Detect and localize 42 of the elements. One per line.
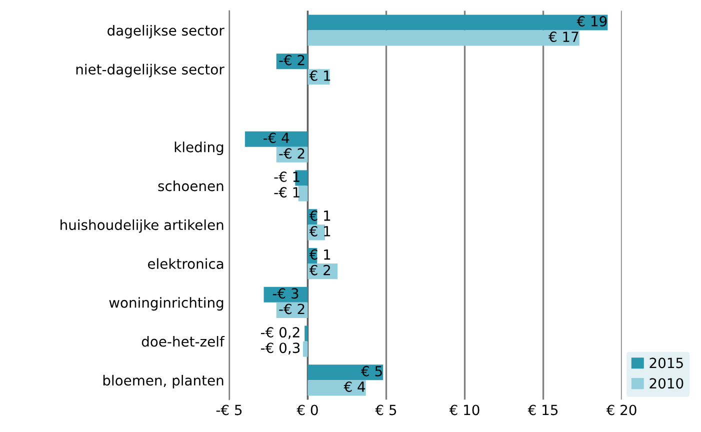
- y-tick-label: huishoudelijke artikelen: [60, 219, 224, 233]
- legend-label: 2015: [650, 358, 683, 368]
- y-tick-label: doe-het-zelf: [142, 336, 225, 347]
- bar: [308, 30, 580, 46]
- data-label: € 1: [309, 226, 330, 236]
- y-tick-label: woninginrichting: [109, 297, 224, 311]
- bar: [308, 364, 384, 380]
- y-tick-label: kleding: [174, 142, 224, 156]
- data-label: -€ 4: [263, 132, 290, 144]
- data-label: -€ 1: [274, 187, 300, 198]
- y-tick-label: schoenen: [158, 180, 224, 192]
- bar: [298, 186, 308, 202]
- y-tick-label: dagelijkse sector: [108, 24, 224, 38]
- data-label: € 17: [548, 32, 578, 42]
- y-tick-label: elektronica: [148, 258, 224, 269]
- x-tick-label: € 0: [296, 404, 318, 416]
- data-label: € 19: [576, 16, 607, 26]
- data-label: € 2: [309, 264, 330, 276]
- data-label: -€ 3: [272, 288, 298, 299]
- data-label: -€ 2: [279, 54, 304, 66]
- y-tick-label: niet-dagelijkse sector: [76, 64, 224, 78]
- data-label: -€ 0,2: [261, 327, 300, 339]
- x-tick-label: € 10: [449, 404, 480, 416]
- bar: [244, 131, 308, 147]
- data-label: € 1: [309, 70, 330, 81]
- bar: [303, 341, 308, 357]
- x-tick-label: € 15: [528, 404, 558, 416]
- bar: [304, 326, 308, 342]
- bar: [308, 380, 366, 396]
- x-tick-label: -€ 5: [216, 404, 242, 416]
- data-label: € 5: [361, 366, 382, 376]
- bar: [308, 14, 608, 30]
- bar: [308, 224, 326, 240]
- data-label: -€ 2: [279, 304, 304, 314]
- y-tick-label: bloemen, planten: [103, 374, 224, 388]
- x-tick-label: € 20: [606, 404, 636, 416]
- data-label: € 4: [344, 381, 366, 392]
- legend-label: 2010: [650, 378, 684, 389]
- data-label: -€ 0,3: [261, 342, 300, 355]
- data-label: -€ 2: [279, 148, 304, 159]
- bar: [264, 286, 308, 302]
- x-tick-label: € 5: [375, 404, 396, 416]
